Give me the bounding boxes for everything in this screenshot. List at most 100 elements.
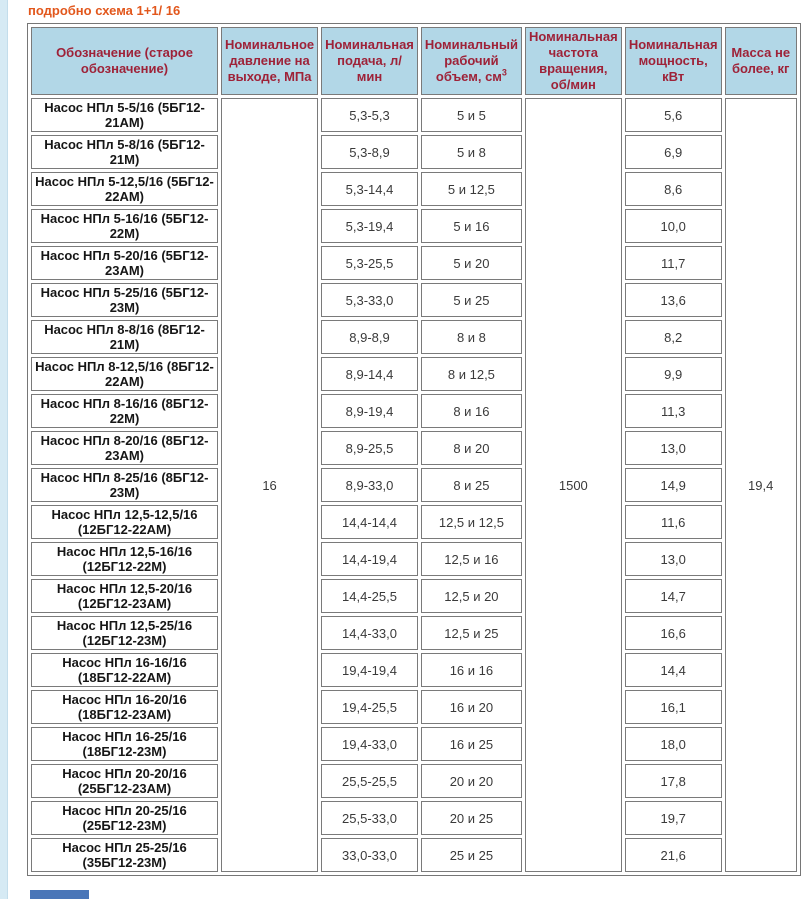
cell-flow: 25,5-33,0 — [321, 801, 418, 835]
superscript-3: 3 — [501, 67, 507, 78]
table-row: Насос НПл 8-12,5/16 (8БГ12-22АМ) 8,9-14,… — [31, 357, 797, 391]
table-row: Насос НПл 5-25/16 (5БГ12-23М) 5,3-33,0 5… — [31, 283, 797, 317]
cell-designation: Насос НПл 5-20/16 (5БГ12-23АМ) — [31, 246, 218, 280]
cell-power: 6,9 — [624, 135, 722, 169]
cell-flow: 25,5-25,5 — [321, 764, 418, 798]
cell-designation: Насос НПл 20-25/16 (25БГ12-23М) — [31, 801, 218, 835]
table-row: Насос НПл 5-5/16 (5БГ12-21АМ) 16 5,3-5,3… — [31, 98, 797, 872]
cell-flow: 8,9-19,4 — [321, 394, 418, 428]
cell-power: 14,4 — [624, 653, 722, 687]
cell-power: 8,6 — [624, 172, 722, 206]
cell-designation: Насос НПл 5-16/16 (5БГ12-22М) — [31, 209, 218, 243]
table-row: Насос НПл 12,5-12,5/16 (12БГ12-22АМ) 14,… — [31, 505, 797, 539]
cell-power: 16,1 — [624, 690, 722, 724]
col-header-power: Номинальная мощность, кВт — [624, 27, 722, 95]
cell-designation: Насос НПл 8-25/16 (8БГ12-23М) — [31, 468, 218, 502]
cell-power: 14,9 — [624, 468, 722, 502]
table-row: Насос НПл 5-20/16 (5БГ12-23АМ) 5,3-25,5 … — [31, 246, 797, 280]
cell-designation: Насос НПл 5-12,5/16 (5БГ12-22АМ) — [31, 172, 218, 206]
cell-flow: 19,4-19,4 — [321, 653, 418, 687]
cell-volume: 20 и 20 — [420, 764, 522, 798]
cell-flow: 19,4-25,5 — [321, 690, 418, 724]
cell-flow: 14,4-25,5 — [321, 579, 418, 613]
cell-designation: Насос НПл 12,5-12,5/16 (12БГ12-22АМ) — [31, 505, 218, 539]
bottom-partial-blue-element[interactable] — [30, 890, 89, 899]
cell-power: 14,7 — [624, 579, 722, 613]
col-header-flow: Номинальная подача, л/ мин — [321, 27, 418, 95]
cell-flow: 5,3-25,5 — [321, 246, 418, 280]
cell-power: 19,7 — [624, 801, 722, 835]
cell-volume: 5 и 20 — [420, 246, 522, 280]
cell-flow: 8,9-25,5 — [321, 431, 418, 465]
cell-power: 13,6 — [624, 283, 722, 317]
cell-designation: Насос НПл 25-25/16 (35БГ12-23М) — [31, 838, 218, 872]
col-header-mass: Масса не более, кг — [724, 27, 797, 95]
cell-volume: 16 и 16 — [420, 653, 522, 687]
cell-volume: 8 и 12,5 — [420, 357, 522, 391]
table-row: Насос НПл 20-25/16 (25БГ12-23М) 25,5-33,… — [31, 801, 797, 835]
cell-volume: 5 и 5 — [420, 98, 522, 132]
pump-spec-table: Обозначение (старое обозначение) Номинал… — [27, 23, 801, 876]
cell-pressure-merged: 16 — [221, 98, 319, 872]
table-row: Насос НПл 16-16/16 (18БГ12-22АМ) 19,4-19… — [31, 653, 797, 687]
cell-flow: 8,9-8,9 — [321, 320, 418, 354]
cell-flow: 5,3-33,0 — [321, 283, 418, 317]
cell-designation: Насос НПл 16-25/16 (18БГ12-23М) — [31, 727, 218, 761]
cell-power: 10,0 — [624, 209, 722, 243]
cell-flow: 5,3-19,4 — [321, 209, 418, 243]
cell-designation: Насос НПл 5-5/16 (5БГ12-21АМ) — [31, 98, 218, 132]
table-row: Насос НПл 20-20/16 (25БГ12-23АМ) 25,5-25… — [31, 764, 797, 798]
table-row: Насос НПл 8-16/16 (8БГ12-22М) 8,9-19,4 8… — [31, 394, 797, 428]
cell-power: 11,3 — [624, 394, 722, 428]
cell-power: 17,8 — [624, 764, 722, 798]
cell-designation: Насос НПл 12,5-25/16 (12БГ12-23М) — [31, 616, 218, 650]
table-row: Насос НПл 12,5-16/16 (12БГ12-22М) 14,4-1… — [31, 542, 797, 576]
cell-designation: Насос НПл 16-16/16 (18БГ12-22АМ) — [31, 653, 218, 687]
table-row: Насос НПл 8-20/16 (8БГ12-23АМ) 8,9-25,5 … — [31, 431, 797, 465]
cell-designation: Насос НПл 12,5-20/16 (12БГ12-23АМ) — [31, 579, 218, 613]
cell-volume: 5 и 25 — [420, 283, 522, 317]
cell-mass-merged: 19,4 — [724, 98, 797, 872]
table-row: Насос НПл 16-25/16 (18БГ12-23М) 19,4-33,… — [31, 727, 797, 761]
col-header-pressure: Номинальное давление на выходе, МПа — [221, 27, 319, 95]
cell-volume: 12,5 и 16 — [420, 542, 522, 576]
cell-volume: 5 и 12,5 — [420, 172, 522, 206]
cell-rpm-merged: 1500 — [524, 98, 622, 872]
table-row: Насос НПл 8-8/16 (8БГ12-21М) 8,9-8,9 8 и… — [31, 320, 797, 354]
table-row: Насос НПл 16-20/16 (18БГ12-23АМ) 19,4-25… — [31, 690, 797, 724]
table-row: Насос НПл 12,5-20/16 (12БГ12-23АМ) 14,4-… — [31, 579, 797, 613]
table-row: Насос НПл 25-25/16 (35БГ12-23М) 33,0-33,… — [31, 838, 797, 872]
main-content: подробно схема 1+1/ 16 Обозначение (стар… — [27, 3, 801, 876]
cell-volume: 5 и 16 — [420, 209, 522, 243]
cell-power: 5,6 — [624, 98, 722, 132]
cell-volume: 5 и 8 — [420, 135, 522, 169]
cell-volume: 8 и 16 — [420, 394, 522, 428]
cell-power: 18,0 — [624, 727, 722, 761]
cell-volume: 25 и 25 — [420, 838, 522, 872]
cell-volume: 8 и 20 — [420, 431, 522, 465]
cell-flow: 14,4-33,0 — [321, 616, 418, 650]
table-row: Насос НПл 12,5-25/16 (12БГ12-23М) 14,4-3… — [31, 616, 797, 650]
cell-power: 9,9 — [624, 357, 722, 391]
cell-designation: Насос НПл 5-8/16 (5БГ12-21М) — [31, 135, 218, 169]
table-row: Насос НПл 5-12,5/16 (5БГ12-22АМ) 5,3-14,… — [31, 172, 797, 206]
cell-flow: 5,3-5,3 — [321, 98, 418, 132]
cell-volume: 8 и 8 — [420, 320, 522, 354]
col-header-designation: Обозначение (старое обозначение) — [31, 27, 218, 95]
cell-power: 11,7 — [624, 246, 722, 280]
cell-flow: 8,9-14,4 — [321, 357, 418, 391]
cell-designation: Насос НПл 12,5-16/16 (12БГ12-22М) — [31, 542, 218, 576]
cell-flow: 14,4-14,4 — [321, 505, 418, 539]
cell-power: 16,6 — [624, 616, 722, 650]
cell-volume: 12,5 и 12,5 — [420, 505, 522, 539]
cell-designation: Насос НПл 20-20/16 (25БГ12-23АМ) — [31, 764, 218, 798]
cell-flow: 14,4-19,4 — [321, 542, 418, 576]
cell-power: 13,0 — [624, 431, 722, 465]
cell-flow: 33,0-33,0 — [321, 838, 418, 872]
cell-power: 8,2 — [624, 320, 722, 354]
cell-designation: Насос НПл 5-25/16 (5БГ12-23М) — [31, 283, 218, 317]
cell-designation: Насос НПл 8-16/16 (8БГ12-22М) — [31, 394, 218, 428]
cell-designation: Насос НПл 8-8/16 (8БГ12-21М) — [31, 320, 218, 354]
col-header-rpm: Номинальная частота вращения, об/мин — [524, 27, 622, 95]
table-row: Насос НПл 5-8/16 (5БГ12-21М) 5,3-8,9 5 и… — [31, 135, 797, 169]
